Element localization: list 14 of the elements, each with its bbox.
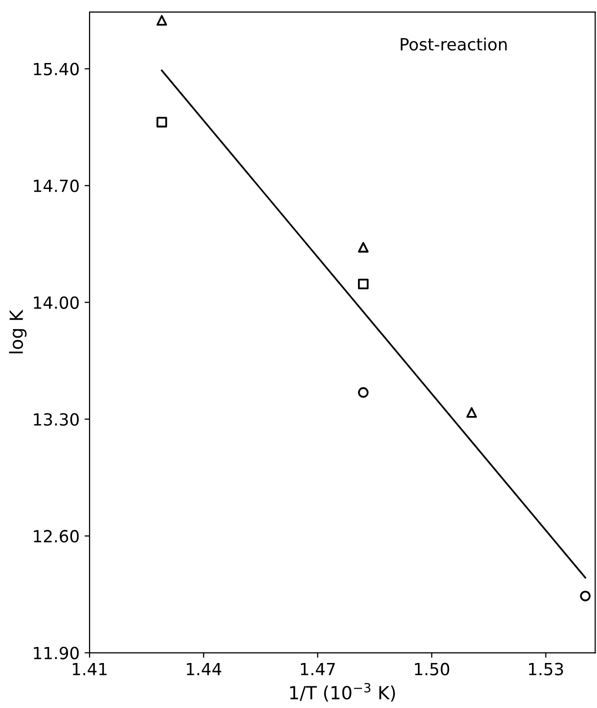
y-tick-label: 11.90 <box>34 646 79 660</box>
y-tick-label: 12.60 <box>34 530 79 543</box>
x-tick-label: 1.44 <box>186 663 222 676</box>
y-tick-label: 14.00 <box>34 296 79 309</box>
x-tick-label: 1.47 <box>300 663 335 676</box>
x-tick-label: 1.50 <box>415 662 450 676</box>
x-axis-title: 1/T (10$^{−3}$ K) <box>290 682 395 702</box>
y-tick-label: 13.30 <box>34 413 79 426</box>
y-tick-label: 15.40 <box>34 62 79 76</box>
x-tick-label: 1.41 <box>72 663 107 676</box>
annotation: Post-reaction <box>400 38 507 51</box>
y-tick-label: 14.70 <box>34 180 79 192</box>
y-axis-title: log K <box>9 309 27 354</box>
x-tick-label: 1.53 <box>529 662 564 676</box>
